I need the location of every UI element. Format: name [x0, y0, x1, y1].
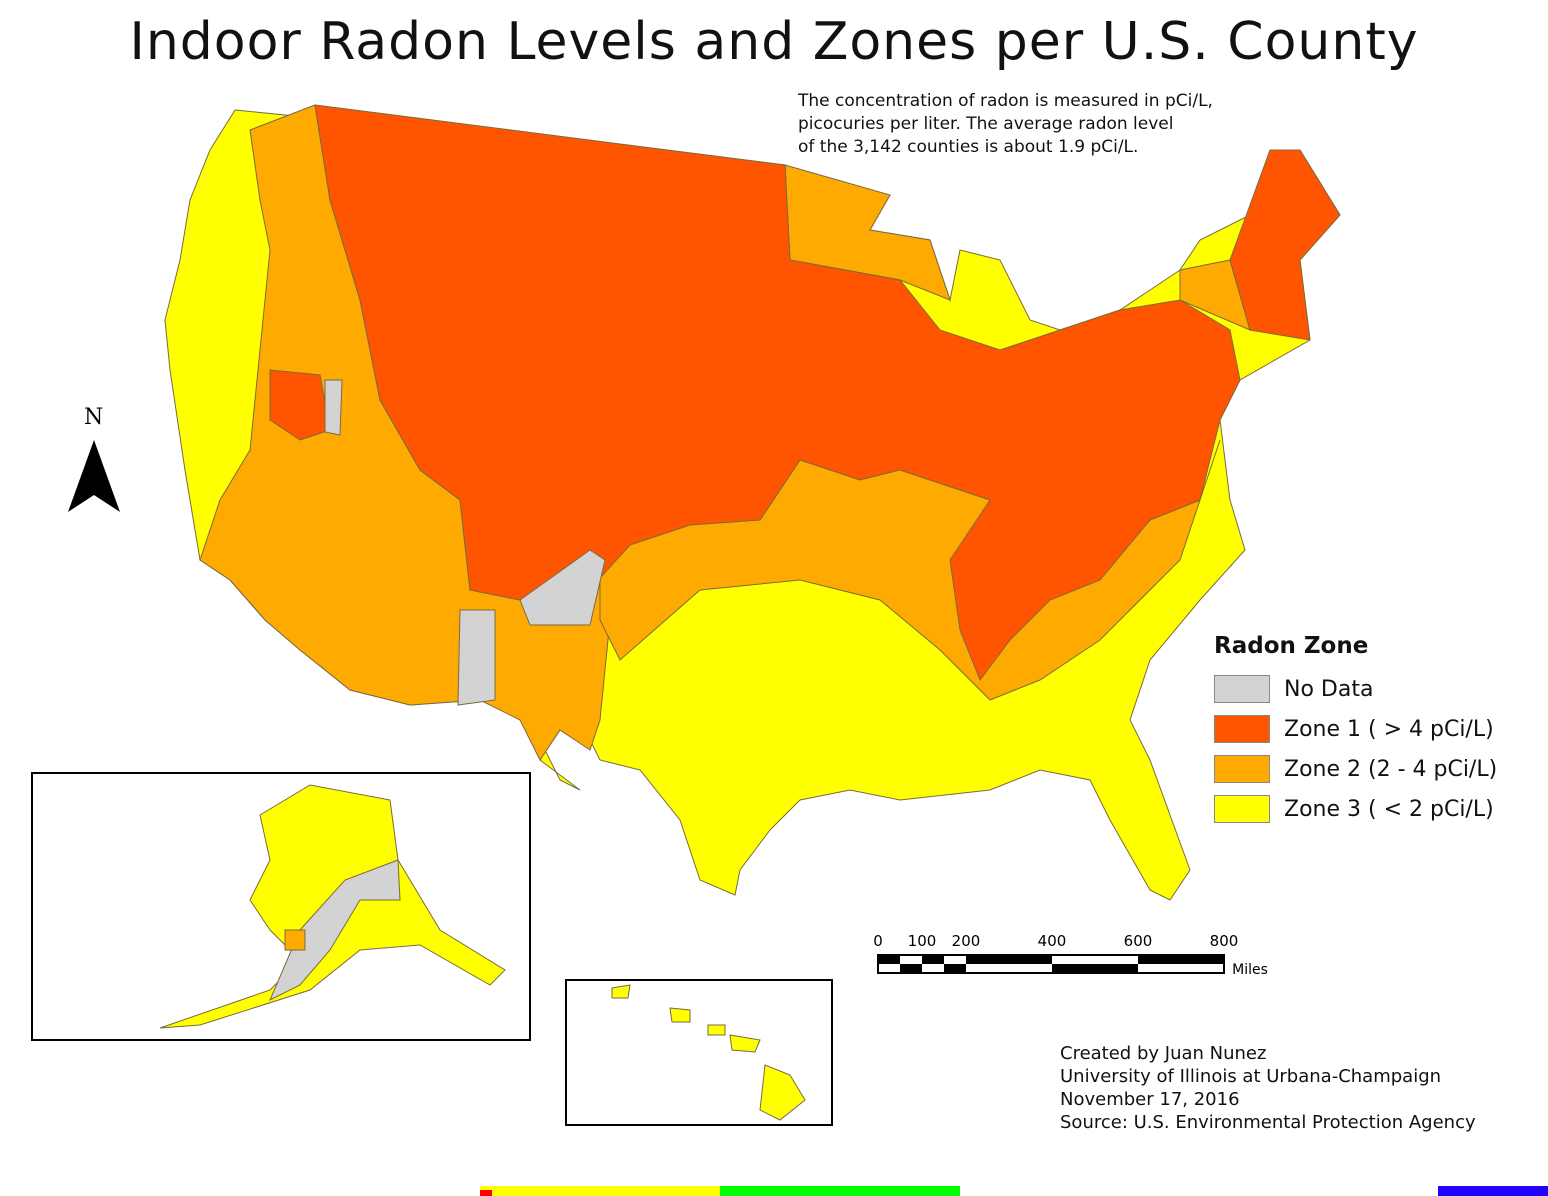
- scale-tick: 800: [1210, 932, 1239, 950]
- legend-swatch: [1214, 715, 1270, 743]
- map-note: The concentration of radon is measured i…: [798, 90, 1298, 159]
- legend-item-zone1: Zone 1 ( > 4 pCi/L): [1214, 709, 1497, 749]
- color-strip: [480, 1190, 492, 1196]
- north-label: N: [84, 405, 103, 430]
- legend-label: Zone 2 (2 - 4 pCi/L): [1284, 756, 1498, 782]
- north-arrow-icon: [68, 440, 120, 512]
- color-strip: [1438, 1186, 1548, 1196]
- legend-swatch: [1214, 755, 1270, 783]
- alaska-map: [159, 784, 506, 1029]
- credit-line: Source: U.S. Environmental Protection Ag…: [1060, 1112, 1476, 1133]
- legend: Radon Zone No Data Zone 1 ( > 4 pCi/L) Z…: [1214, 633, 1497, 829]
- credit-line: Created by Juan Nunez: [1060, 1043, 1267, 1064]
- legend-swatch: [1214, 795, 1270, 823]
- zone1-north-central: [314, 104, 1241, 682]
- nodata-region: [324, 379, 343, 436]
- legend-item-no-data: No Data: [1214, 669, 1497, 709]
- note-line: picocuries per liter. The average radon …: [798, 114, 1174, 134]
- nodata-region: [519, 549, 606, 626]
- scale-tick: 100: [908, 932, 937, 950]
- legend-label: Zone 1 ( > 4 pCi/L): [1284, 716, 1494, 742]
- map-title: Indoor Radon Levels and Zones per U.S. C…: [129, 12, 1419, 72]
- credit-line: University of Illinois at Urbana-Champai…: [1060, 1066, 1442, 1087]
- credit-line: November 17, 2016: [1060, 1089, 1240, 1110]
- scale-tick: 200: [952, 932, 981, 950]
- legend-swatch: [1214, 675, 1270, 703]
- scale-tick: 0: [873, 932, 883, 950]
- scale-unit: Miles: [1232, 962, 1268, 978]
- hawaii-inset-frame: [565, 979, 833, 1126]
- scale-tick: 400: [1038, 932, 1067, 950]
- color-strip: [720, 1186, 960, 1196]
- zone1-nevada: [269, 369, 331, 441]
- scale-tick: 600: [1124, 932, 1153, 950]
- note-line: of the 3,142 counties is about 1.9 pCi/L…: [798, 137, 1139, 157]
- legend-item-zone2: Zone 2 (2 - 4 pCi/L): [1214, 749, 1497, 789]
- credits: Created by Juan Nunez University of Illi…: [1060, 1042, 1476, 1134]
- note-line: The concentration of radon is measured i…: [798, 91, 1213, 111]
- color-strip: [480, 1186, 720, 1196]
- legend-title: Radon Zone: [1214, 633, 1369, 659]
- nodata-region: [457, 609, 496, 706]
- hawaii-map: [611, 984, 806, 1121]
- legend-label: No Data: [1284, 676, 1374, 702]
- legend-label: Zone 3 ( < 2 pCi/L): [1284, 796, 1494, 822]
- scale-bar: [877, 954, 1225, 974]
- alaska-inset-frame: [31, 772, 531, 1041]
- legend-item-zone3: Zone 3 ( < 2 pCi/L): [1214, 789, 1497, 829]
- zone1-new-england: [1229, 149, 1341, 341]
